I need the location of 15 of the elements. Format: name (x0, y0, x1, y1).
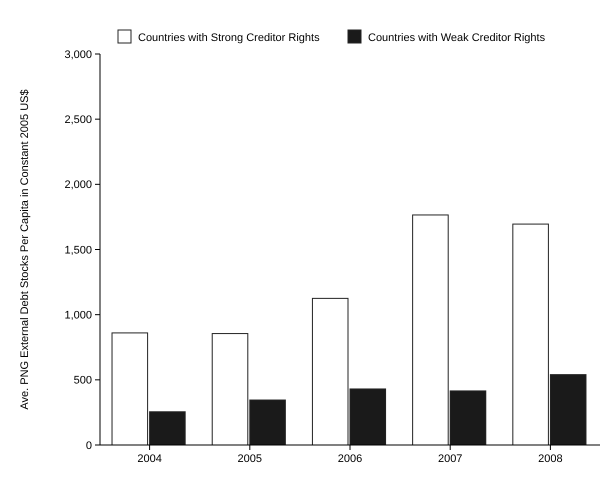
x-tick-label: 2006 (338, 453, 362, 465)
x-tick-label: 2007 (438, 453, 462, 465)
x-tick-label: 2008 (538, 453, 563, 465)
y-axis-title: Ave. PNG External Debt Stocks Per Capita in Constant 2005 US$ (19, 89, 31, 410)
x-tick-label: 2005 (238, 453, 262, 465)
legend-label: Countries with Weak Creditor Rights (368, 32, 546, 44)
legend-label: Countries with Strong Creditor Rights (138, 32, 320, 44)
y-tick-label: 0 (86, 440, 92, 452)
y-tick-label: 3,000 (64, 48, 92, 61)
y-tick-label: 1,000 (64, 310, 92, 322)
x-tick-label: 2004 (137, 453, 162, 465)
y-tick-label: 2,500 (64, 114, 92, 126)
y-tick-label: 1,500 (64, 244, 92, 256)
y-tick-label: 500 (74, 374, 92, 387)
y-tick-label: 2,000 (64, 179, 92, 192)
